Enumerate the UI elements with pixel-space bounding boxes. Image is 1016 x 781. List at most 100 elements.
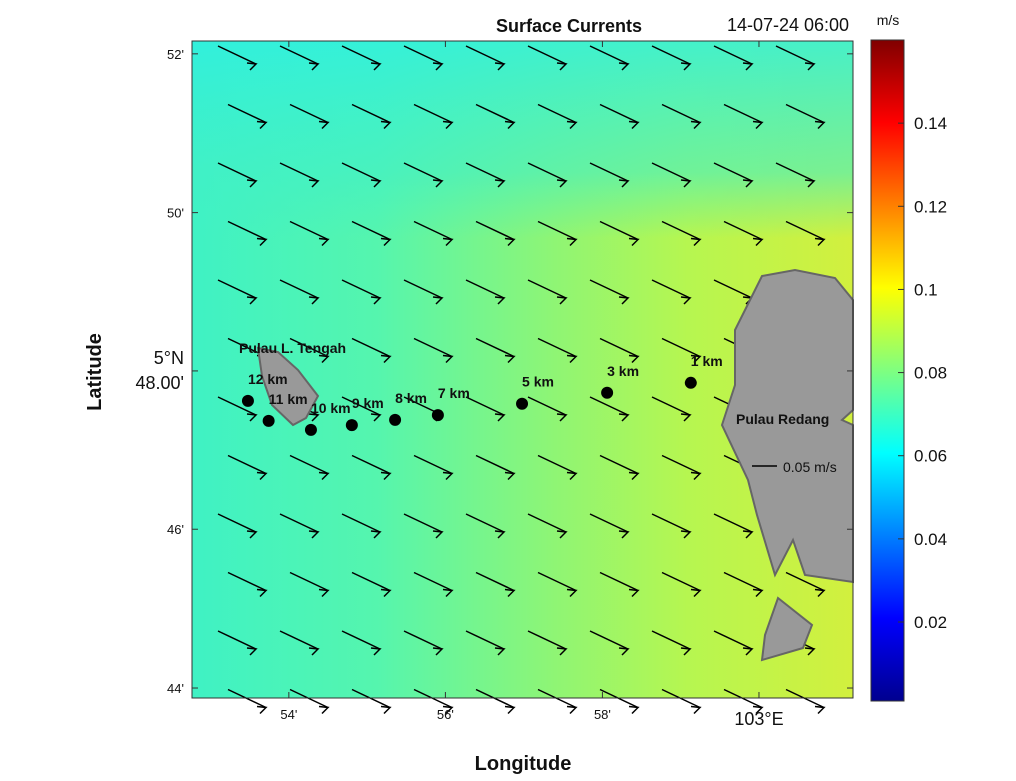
vector-head [618,530,630,539]
vector [651,396,691,416]
vector [661,220,701,241]
vector [351,454,391,475]
vector-head [752,120,764,130]
vector-head [318,120,330,130]
vector [341,396,381,416]
vector [413,220,453,241]
vector-head [308,647,320,656]
vector [341,630,381,650]
station-label: 5 km [522,374,554,390]
vector-head [308,296,320,305]
x-tick-label: 103°E [734,709,783,729]
vector-head [432,62,444,71]
vector-head [380,120,392,130]
vector-head [246,296,258,305]
y-tick-label: 44' [167,681,184,696]
y-axis-label: Latitude [84,333,106,411]
vector [589,513,629,533]
plot-frame [191,40,854,699]
vector-head [380,354,392,364]
vector [227,454,267,475]
vector [403,630,443,650]
vector-head [566,354,578,364]
vector [465,396,505,416]
vector [537,454,577,475]
vector [661,337,701,358]
vector [527,513,567,533]
y-tick-label: 50' [167,206,184,221]
vector-head [442,237,454,247]
x-tick-label: 56' [437,707,454,722]
station [304,423,317,436]
vector [537,220,577,241]
vector [403,513,443,533]
vector-head [318,705,330,715]
station-label: 11 km [269,391,308,407]
vector-head [752,588,764,598]
station [389,413,402,426]
vector-head [308,413,320,422]
vector [651,162,691,182]
vector [289,454,329,475]
vector [651,45,691,65]
vector-head [494,296,506,305]
y-tick-label: 5°N 48.00' [136,348,184,393]
vector [465,513,505,533]
station-label: 1 km [691,353,723,369]
vector [217,513,257,533]
station [601,386,614,399]
vector-head [504,471,516,481]
vector [289,103,329,124]
vector [217,630,257,650]
vector-head [556,413,568,422]
colorbar-unit: m/s [877,12,900,28]
vector [661,103,701,124]
station [516,397,529,410]
vector [279,513,319,533]
vector-head [442,120,454,130]
vector-head [742,647,754,656]
vector [713,45,753,65]
vector-head [628,471,640,481]
station-label: 3 km [607,363,639,379]
vector-head [690,471,702,481]
vector-head [308,530,320,539]
vector [651,630,691,650]
colorbar-tick-label: 0.08 [914,364,947,383]
vector [403,45,443,65]
vector [475,454,515,475]
vector [279,162,319,182]
vector-head [442,705,454,715]
vector [651,513,691,533]
vector [403,162,443,182]
x-tick-label: 54' [280,707,297,722]
vector-head [804,62,816,71]
vector [341,279,381,299]
vector-head [256,588,268,598]
vector-head [494,647,506,656]
vector-head [380,705,392,715]
station [241,394,254,407]
vector [651,279,691,299]
vector-head [814,705,826,715]
vector-head [256,471,268,481]
vector-head [680,179,692,188]
vector [217,45,257,65]
vector-head [308,179,320,188]
vector [217,396,257,416]
vector-head [566,237,578,247]
vector-head [752,237,764,247]
vector-head [504,705,516,715]
vector-head [442,471,454,481]
vector-head [556,62,568,71]
vector-head [380,471,392,481]
vector-head [370,530,382,539]
colorbar-tick-label: 0.04 [914,530,947,549]
vector [341,513,381,533]
vector-head [256,237,268,247]
vector [713,513,753,533]
vector [599,220,639,241]
vector-head [504,588,516,598]
vector [217,279,257,299]
